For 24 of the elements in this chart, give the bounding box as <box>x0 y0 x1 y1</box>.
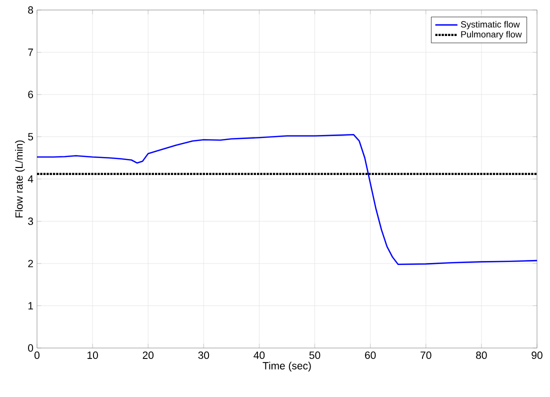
x-tick-label: 40 <box>254 352 265 359</box>
y-tick-label: 4 <box>28 175 34 183</box>
x-tick-label: 20 <box>142 352 154 359</box>
y-tick-label: 7 <box>28 48 33 56</box>
x-tick-label: 30 <box>198 352 210 359</box>
x-tick-label: 60 <box>365 352 376 359</box>
y-tick-label: 0 <box>28 344 34 352</box>
x-tick-label: 50 <box>309 352 320 359</box>
y-tick-label: 3 <box>28 218 34 225</box>
y-tick-label: 8 <box>28 6 34 14</box>
y-axis-title: Flow rate (L/min) <box>15 140 25 218</box>
x-tick-label: 0 <box>34 352 40 359</box>
legend-label: Pulmonary flow <box>461 30 522 40</box>
y-tick-label: 5 <box>28 133 34 140</box>
x-tick-label: 70 <box>420 352 432 359</box>
y-tick-label: 2 <box>28 260 33 268</box>
x-tick-label: 80 <box>476 352 487 359</box>
line-series <box>37 134 537 265</box>
x-axis-title: Time (sec) <box>262 362 311 372</box>
legend-label: Systimatic flow <box>460 20 520 30</box>
y-tick-label: 6 <box>28 90 34 98</box>
x-tick-label: 10 <box>88 352 98 359</box>
x-tick-label: 90 <box>532 352 542 359</box>
y-tick-label: 1 <box>28 302 33 310</box>
